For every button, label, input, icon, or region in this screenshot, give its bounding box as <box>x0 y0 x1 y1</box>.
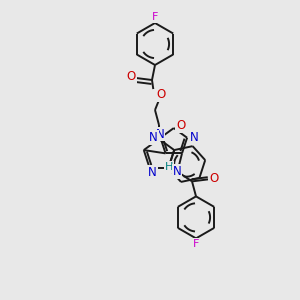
Text: N: N <box>190 131 199 144</box>
Text: O: O <box>126 70 136 83</box>
Text: N: N <box>156 128 164 140</box>
Text: N: N <box>172 165 182 178</box>
Text: N: N <box>149 131 158 144</box>
Text: H: H <box>165 162 173 172</box>
Text: O: O <box>209 172 219 185</box>
Text: N: N <box>148 167 157 179</box>
Text: O: O <box>176 118 185 132</box>
Text: O: O <box>156 88 166 101</box>
Text: F: F <box>152 12 158 22</box>
Text: F: F <box>193 239 199 249</box>
